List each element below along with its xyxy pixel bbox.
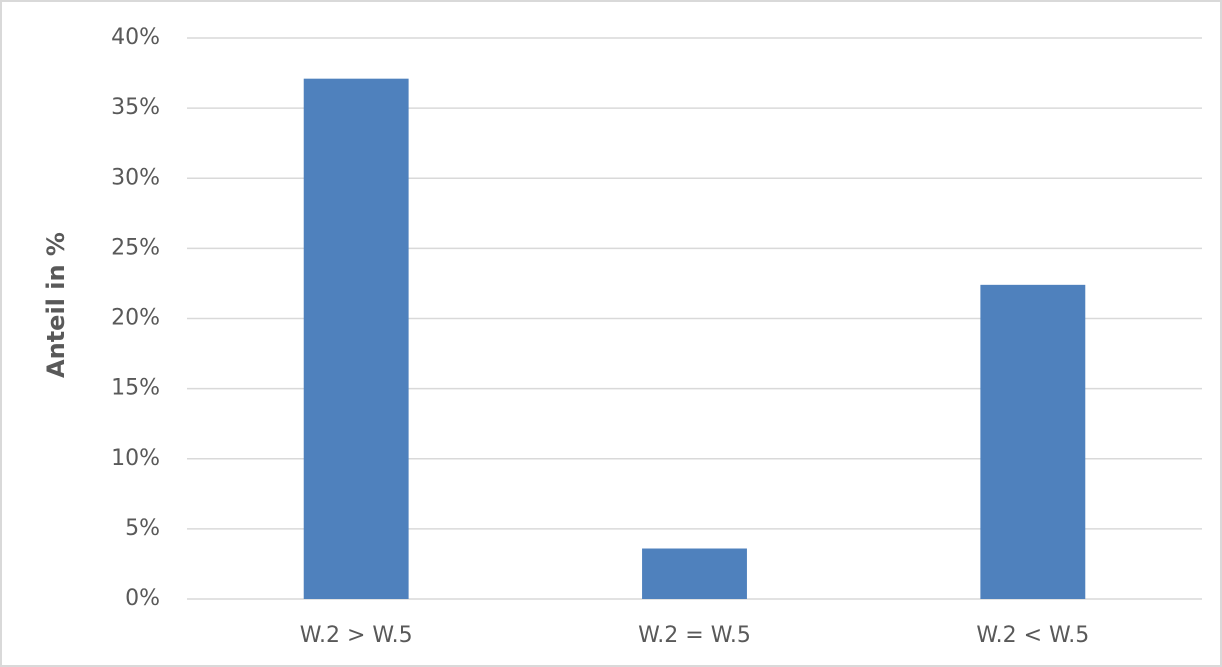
x-tick-label: W.2 > W.5 [300,623,413,648]
y-tick-label: 15% [111,376,160,401]
y-tick-label: 0% [125,586,160,611]
bar [642,548,747,599]
y-tick-label: 20% [111,306,160,331]
y-tick-label: 40% [111,25,160,50]
bar [303,78,409,600]
y-tick-label: 25% [111,235,160,260]
y-tick-label: 10% [111,446,160,471]
bar [980,284,1086,599]
x-tick-label: W.2 < W.5 [976,623,1089,648]
x-tick-label: W.2 = W.5 [638,623,751,648]
y-tick-label: 35% [111,95,160,120]
y-tick-label: 30% [111,165,160,190]
y-tick-label: 5% [125,516,160,541]
y-axis-label: Anteil in % [42,232,70,378]
